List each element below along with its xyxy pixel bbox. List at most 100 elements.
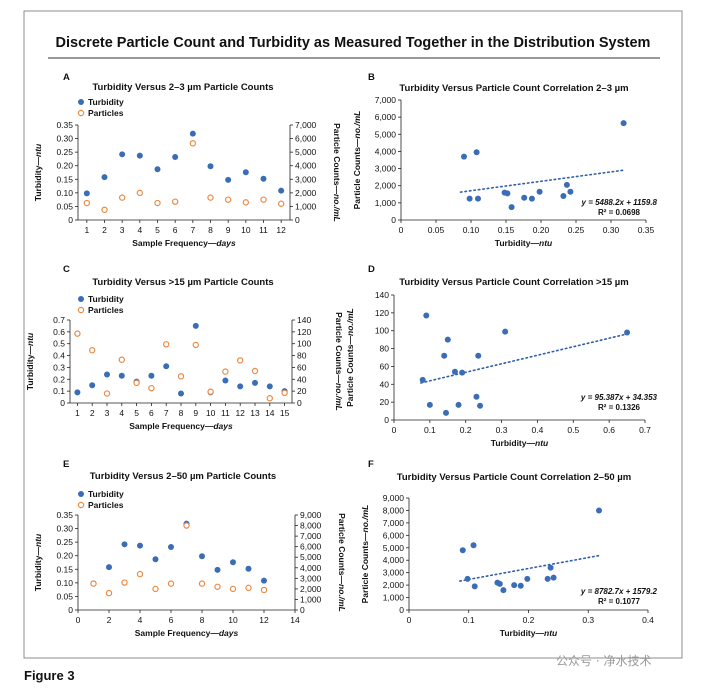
x-tick-label: 10: [241, 225, 251, 235]
legend-label-particles: Particles: [88, 500, 124, 510]
x-tick-label: 12: [276, 225, 286, 235]
y-right-tick-label: 3,000: [295, 174, 317, 184]
turbidity-point: [106, 564, 112, 571]
panel-title: Turbidity Versus Particle Count Correlat…: [397, 472, 631, 483]
x-tick-label: 0.30: [603, 225, 620, 235]
correlation-point: [596, 507, 603, 514]
correlation-point: [466, 195, 473, 202]
y-right-tick-label: 2,000: [295, 188, 317, 198]
x-tick-label: 4: [119, 408, 124, 418]
y-tick-label: 20: [380, 397, 390, 407]
correlation-point: [442, 409, 449, 416]
x-tick-label: 12: [235, 408, 245, 418]
turbidity-point: [199, 553, 205, 560]
particles-point: [207, 388, 214, 395]
correlation-point: [496, 580, 503, 587]
x-axis-label: Turbidity—ntu: [500, 628, 558, 638]
x-tick-label: 2: [107, 615, 112, 625]
x-tick-label: 0.2: [523, 615, 535, 625]
x-axis-label: Sample Frequency—days: [132, 238, 236, 248]
turbidity-point: [154, 166, 161, 173]
legend-label-particles: Particles: [88, 108, 124, 118]
particles-point: [133, 379, 140, 387]
y-tick-label: 7,000: [375, 95, 397, 105]
figure-title: Discrete Particle Count and Turbidity as…: [56, 35, 651, 51]
x-tick-label: 0.3: [582, 615, 594, 625]
particles-point: [136, 189, 144, 197]
particles-point: [118, 194, 126, 201]
particles-point: [266, 395, 273, 402]
correlation-point: [544, 575, 551, 582]
correlation-point: [426, 401, 433, 408]
legend-label-turbidity: Turbidity: [88, 294, 124, 304]
correlation-point: [419, 376, 426, 383]
x-tick-label: 0.4: [642, 615, 654, 625]
turbidity-point: [260, 175, 267, 182]
x-tick-label: 10: [228, 615, 238, 625]
turbidity-point: [74, 389, 81, 396]
x-axis-label: Turbidity—ntu: [491, 438, 549, 448]
panel-letter-d: D: [368, 264, 375, 275]
turbidity-point: [222, 377, 229, 384]
legend-marker-particles: [77, 501, 85, 509]
turbidity-point: [266, 383, 273, 390]
panel-d: D Turbidity Versus Particle Count Correla…: [345, 264, 658, 448]
particles-point: [183, 522, 190, 529]
turbidity-point: [230, 559, 236, 566]
x-tick-label: 9: [193, 408, 198, 418]
x-tick-label: 13: [250, 408, 260, 418]
turbidity-point: [261, 577, 267, 584]
y-tick-label: 0.3: [53, 362, 65, 372]
correlation-point: [504, 190, 511, 197]
correlation-point: [451, 368, 458, 375]
x-tick-label: 0.5: [567, 425, 579, 435]
y-tick-label: 0.7: [53, 315, 65, 325]
particles-point: [214, 583, 221, 590]
correlation-point: [624, 329, 631, 336]
y-axis-right-label: Particle Counts—no./mL: [332, 123, 342, 222]
panel-title: Turbidity Versus Particle Count Correlat…: [399, 83, 628, 94]
y-tick-label: 100: [375, 326, 389, 336]
y-right-tick-label: 0: [295, 215, 300, 225]
x-tick-label: 0: [392, 425, 397, 435]
particles-point: [152, 585, 159, 593]
y-right-tick-label: 1,000: [300, 594, 322, 604]
x-tick-label: 0.1: [424, 425, 436, 435]
particles-point: [177, 373, 185, 380]
correlation-point: [521, 194, 528, 201]
y-tick-label: 2,000: [375, 181, 397, 191]
y-tick-label: 0.6: [53, 327, 65, 337]
turbidity-point: [245, 565, 252, 572]
chart-panels: A Turbidity Versus 2–3 µm Particle Counts…: [25, 72, 658, 638]
panel-letter-f: F: [368, 459, 374, 470]
trendline: [458, 554, 602, 582]
correlation-point: [459, 547, 466, 554]
x-tick-label: 8: [208, 225, 213, 235]
x-tick-label: 3: [120, 225, 125, 235]
trend-equation: y = 8782.7x + 1579.2: [580, 587, 658, 596]
particles-point: [74, 330, 81, 337]
x-tick-label: 0: [407, 615, 412, 625]
legend-label-turbidity: Turbidity: [88, 97, 124, 107]
legend-marker-particles: [77, 306, 85, 314]
legend-label-turbidity: Turbidity: [88, 489, 124, 499]
correlation-point: [517, 582, 524, 589]
particles-point: [245, 584, 252, 592]
panel-title: Turbidity Versus >15 µm Particle Counts: [92, 277, 273, 288]
panel-letter-e: E: [63, 459, 69, 470]
correlation-point: [444, 336, 451, 343]
y-axis-label: Turbidity—ntu: [25, 332, 35, 390]
particles-point: [192, 341, 199, 349]
y-right-tick-label: 3,000: [300, 573, 322, 583]
turbidity-point: [192, 322, 199, 329]
y-tick-label: 0.4: [53, 351, 65, 361]
turbidity-point: [119, 151, 126, 158]
y-tick-label: 0.25: [56, 537, 73, 547]
x-tick-label: 0: [76, 615, 81, 625]
panel-letter-a: A: [63, 72, 70, 83]
correlation-point: [502, 328, 509, 335]
y-tick-label: 60: [380, 361, 390, 371]
y-tick-label: 6,000: [375, 112, 397, 122]
watermark-text: 公众号 · 净水技术: [556, 654, 651, 668]
